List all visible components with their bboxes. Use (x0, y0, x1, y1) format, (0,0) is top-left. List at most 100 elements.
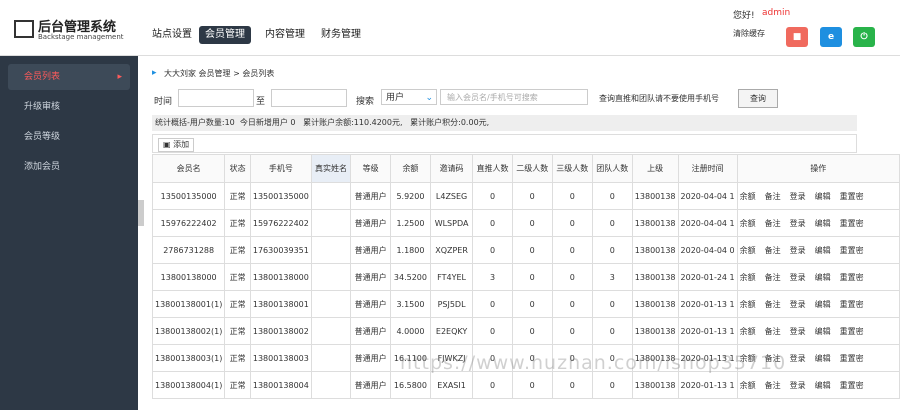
action-link[interactable]: 登录 (789, 245, 806, 255)
table-cell: 13800138003 (249, 344, 312, 372)
action-link[interactable]: 重置密 (839, 245, 864, 255)
sidebar-item[interactable]: 会员等级 (24, 132, 61, 142)
table-cell: 普通用户 (350, 263, 392, 291)
action-link[interactable]: 备注 (764, 245, 781, 255)
action-link[interactable]: 重置密 (839, 299, 864, 309)
search-label: 搜索 (356, 97, 375, 107)
table-cell: 13800138 (631, 209, 679, 237)
table-cell: XQZPER (429, 236, 474, 264)
action-link[interactable]: 编辑 (814, 272, 831, 282)
table-cell: 普通用户 (350, 290, 392, 318)
column-header: 上级 (631, 154, 679, 183)
action-link[interactable]: 余额 (739, 353, 756, 363)
action-link[interactable]: 编辑 (814, 245, 831, 255)
action-link[interactable]: 登录 (789, 326, 806, 336)
action-link[interactable]: 编辑 (814, 299, 831, 309)
table-cell (310, 263, 352, 291)
app-title: 后台管理系统 (38, 20, 117, 35)
table-cell: L4ZSEG (429, 182, 474, 210)
action-link[interactable]: 编辑 (814, 353, 831, 363)
nav-item[interactable]: 会员管理 (199, 26, 251, 44)
action-link[interactable]: 登录 (789, 272, 806, 282)
action-link[interactable]: 重置密 (839, 353, 864, 363)
sidebar-item[interactable]: 添加会员 (24, 162, 61, 172)
table-cell: 0 (511, 209, 553, 237)
power-button[interactable]: ⏻ (853, 27, 875, 47)
filter-note: 查询直推和团队请不要使用手机号 (599, 94, 719, 103)
table-cell: 13800138 (631, 317, 679, 345)
actions-cell: 余额 备注 登录 编辑 重置密 (736, 317, 900, 345)
sidebar-item[interactable]: 会员列表 ▸ (8, 64, 130, 90)
action-link[interactable]: 余额 (739, 218, 756, 228)
action-link[interactable]: 编辑 (814, 326, 831, 336)
table-cell: 0 (551, 182, 593, 210)
sidebar-item[interactable]: 升级审核 (24, 102, 61, 112)
action-link[interactable]: 备注 (764, 299, 781, 309)
type-select[interactable]: 用户 ⌄ (381, 89, 437, 105)
action-link[interactable]: 备注 (764, 191, 781, 201)
action-link[interactable]: 余额 (739, 326, 756, 336)
action-link[interactable]: 备注 (764, 272, 781, 282)
action-link[interactable]: 重置密 (839, 218, 864, 228)
action-link[interactable]: 登录 (789, 353, 806, 363)
table-cell: 13500135000 (249, 182, 312, 210)
username[interactable]: admin (762, 8, 791, 18)
column-header: 直推人数 (472, 154, 513, 183)
table-cell (310, 317, 352, 345)
table-cell: 0 (591, 317, 633, 345)
action-link[interactable]: 备注 (764, 326, 781, 336)
nav-item[interactable]: 内容管理 (265, 29, 305, 40)
action-link[interactable]: 重置密 (839, 380, 864, 390)
table-cell: 5.9200 (390, 182, 431, 210)
column-header: 等级 (350, 154, 392, 183)
breadcrumb-icon: ▸ (152, 68, 157, 78)
action-link[interactable]: 备注 (764, 380, 781, 390)
action-link[interactable]: 登录 (789, 380, 806, 390)
nav-item[interactable]: 站点设置 (152, 29, 192, 40)
table-cell: 2020-01-13 1 (677, 371, 738, 399)
action-link[interactable]: 重置密 (839, 272, 864, 282)
table-cell: 0 (511, 236, 553, 264)
action-link[interactable]: 重置密 (839, 326, 864, 336)
table-cell: 13800138 (631, 236, 679, 264)
action-link[interactable]: 余额 (739, 272, 756, 282)
search-input[interactable]: 输入会员名/手机号可搜索 (440, 89, 588, 105)
collapse-handle[interactable] (138, 200, 144, 226)
action-link[interactable]: 登录 (789, 191, 806, 201)
action-link[interactable]: 备注 (764, 353, 781, 363)
table-cell: 正常 (224, 317, 251, 345)
action-link[interactable]: 余额 (739, 191, 756, 201)
action-link[interactable]: 登录 (789, 299, 806, 309)
action-link[interactable]: 重置密 (839, 191, 864, 201)
table-cell: 0 (511, 344, 553, 372)
greeting: 您好! (733, 11, 755, 21)
action-link[interactable]: 编辑 (814, 218, 831, 228)
watermark: https://www.huzhan.com/ishop35710 (400, 352, 787, 374)
table-cell: 普通用户 (350, 317, 392, 345)
action-link[interactable]: 余额 (739, 299, 756, 309)
query-button[interactable]: 查询 (738, 89, 778, 108)
action-link[interactable]: 备注 (764, 218, 781, 228)
add-button[interactable]: ▣ 添加 (158, 138, 195, 152)
action-link[interactable]: 余额 (739, 380, 756, 390)
action-link[interactable]: 编辑 (814, 380, 831, 390)
column-header: 操作 (736, 154, 900, 183)
table-cell: WLSPDA (429, 209, 474, 237)
table-cell: 0 (551, 317, 593, 345)
clear-cache[interactable]: 清除缓存 (733, 29, 765, 38)
action-link[interactable]: 余额 (739, 245, 756, 255)
column-header: 邀请码 (429, 154, 474, 183)
date-to[interactable] (271, 89, 347, 107)
action-link[interactable]: 编辑 (814, 191, 831, 201)
table-cell: 13800138000 (151, 263, 226, 291)
ie-button[interactable]: e (820, 27, 842, 47)
action-link[interactable]: 登录 (789, 218, 806, 228)
table-cell: 2020-04-04 1 (677, 209, 738, 237)
nav-item[interactable]: 财务管理 (321, 29, 361, 40)
date-from[interactable] (178, 89, 254, 107)
table-cell: 0 (472, 209, 513, 237)
lock-button[interactable]: ■ (786, 27, 808, 47)
table-cell: 0 (472, 236, 513, 264)
table-cell: PSJ5DL (429, 290, 474, 318)
